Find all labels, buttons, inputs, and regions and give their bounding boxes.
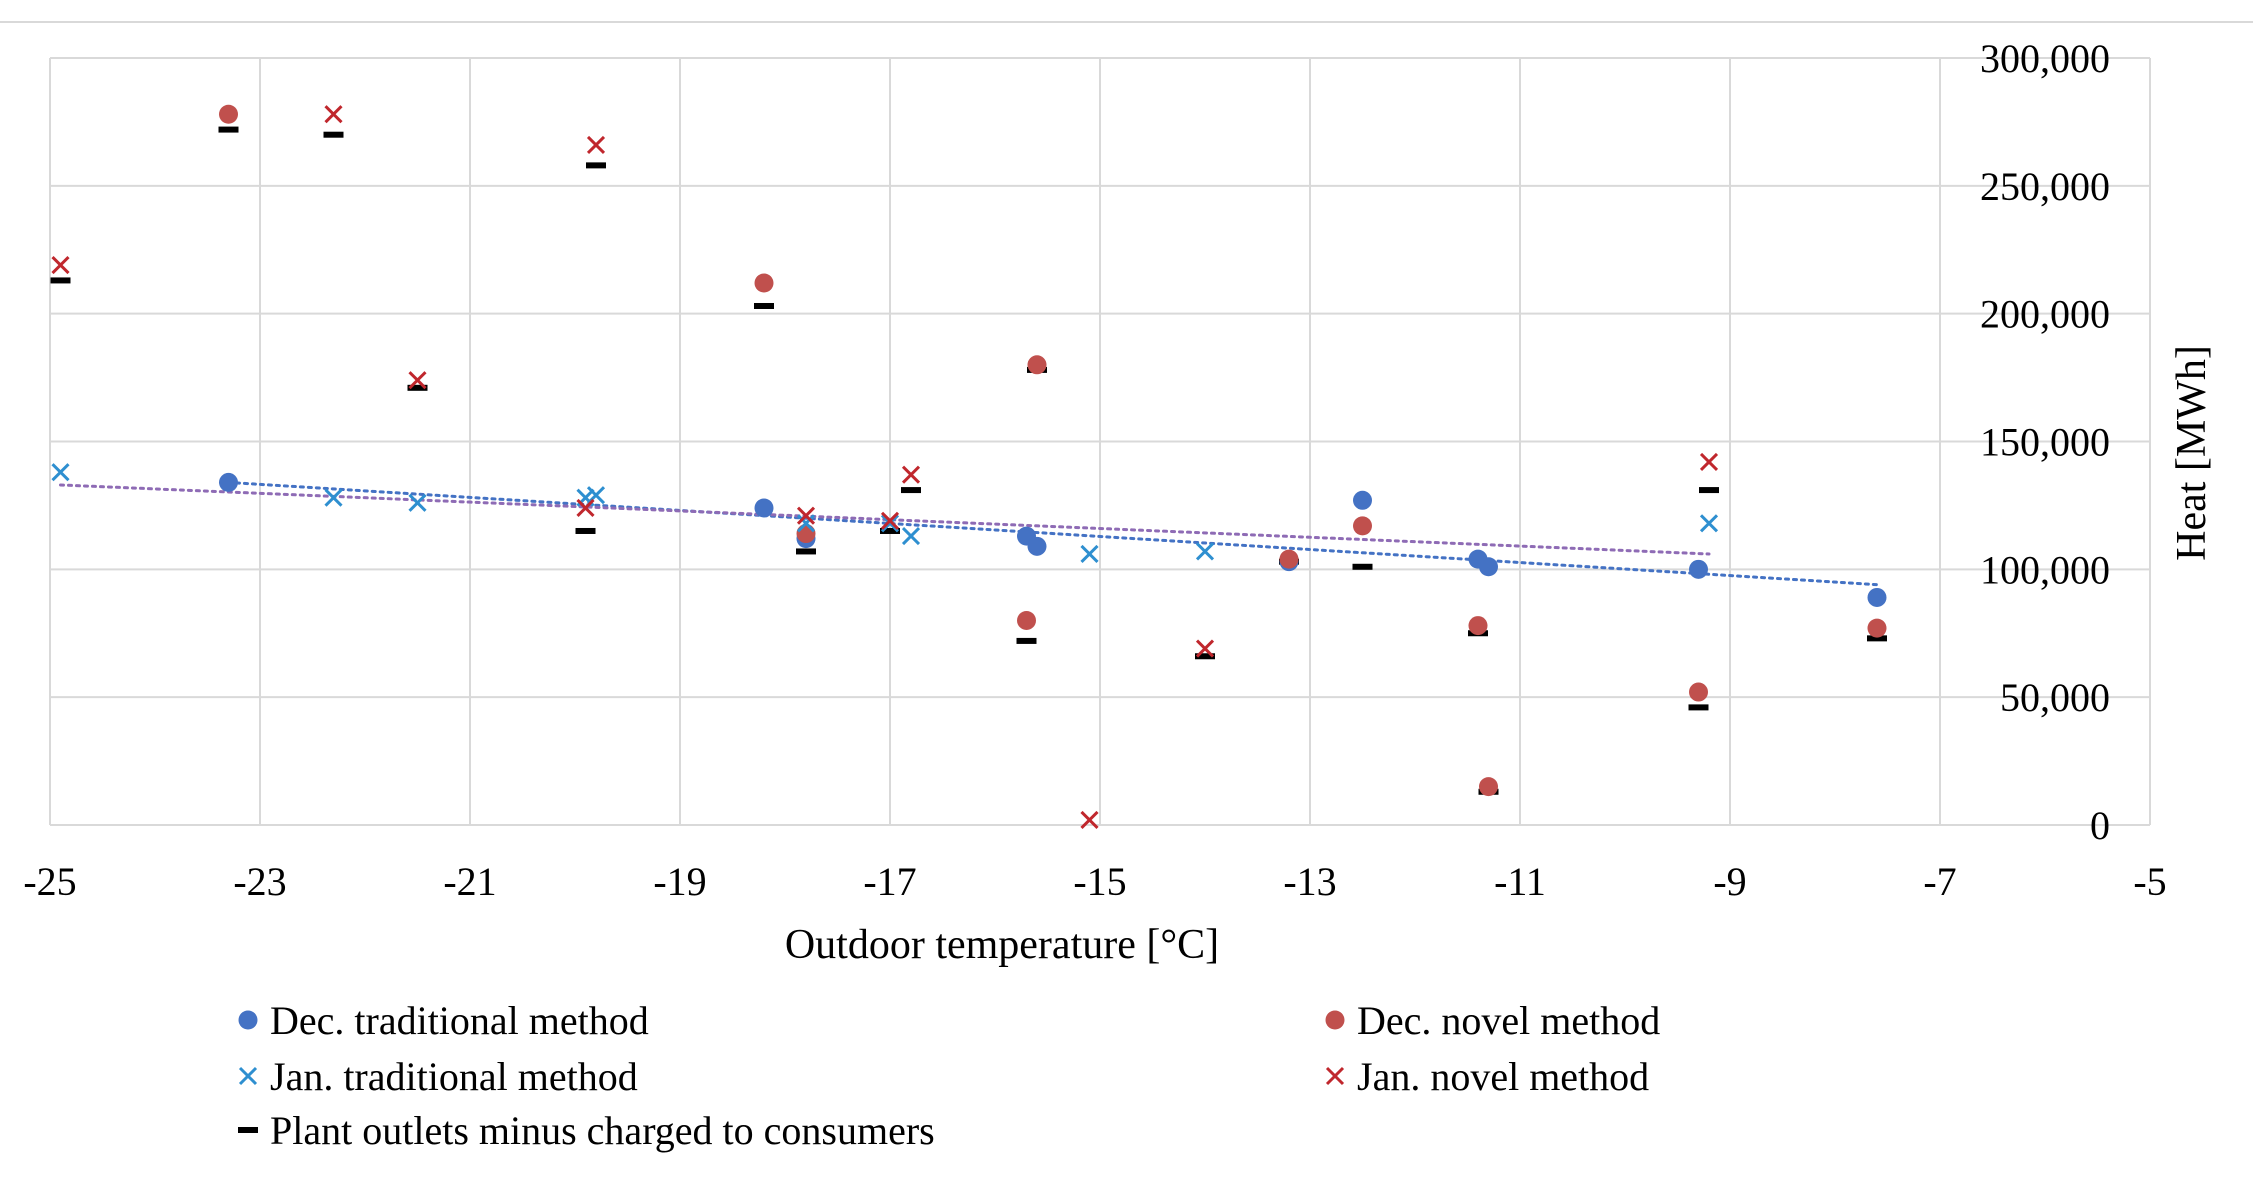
x-data-point xyxy=(408,493,427,512)
x-data-point xyxy=(576,498,595,518)
dash-data-point xyxy=(880,527,900,534)
dash-data-point xyxy=(575,527,596,534)
legend-item: Jan. traditional method xyxy=(238,1054,638,1099)
dash-data-point xyxy=(407,384,428,391)
x-data-point xyxy=(1195,542,1215,561)
dash-data-point xyxy=(1699,487,1719,494)
circle-data-point xyxy=(1027,355,1047,375)
x-data-point xyxy=(796,506,816,525)
circle-data-point xyxy=(1027,536,1047,556)
x-data-point xyxy=(1195,639,1215,658)
x-data-point xyxy=(880,514,900,533)
y-tick-label: 0 xyxy=(2090,803,2110,848)
dash-data-point xyxy=(1352,563,1373,570)
dash-data-point xyxy=(754,302,774,309)
circle-data-point xyxy=(219,472,238,492)
circle-data-point xyxy=(1468,616,1488,636)
legend-item: Plant outlets minus charged to consumers xyxy=(238,1108,935,1153)
legend-marker xyxy=(1325,1066,1345,1086)
x-tick-label: -5 xyxy=(2133,859,2166,904)
x-tick-label: -11 xyxy=(1494,859,1546,904)
axes: -25 -23 -21 -19 -17 -15 -13 -11 -9 -7 -5 0 50,000 100… xyxy=(23,36,2166,904)
x-data-point xyxy=(51,256,70,275)
x-data-point xyxy=(586,135,606,154)
y-tick-label: 300,000 xyxy=(1980,36,2110,81)
circle-data-point xyxy=(754,273,774,293)
x-tick-label: -17 xyxy=(863,859,916,904)
y-tick-label: 100,000 xyxy=(1980,547,2110,592)
x-data-point xyxy=(586,486,606,505)
dash-data-point xyxy=(50,277,71,284)
x-data-point xyxy=(880,511,900,530)
x-data-point xyxy=(796,514,816,533)
x-axis-title: Outdoor temperature [°C] xyxy=(785,922,1219,968)
x-data-point xyxy=(324,105,343,124)
y-axis-title: Heat [MWh] xyxy=(2169,345,2215,561)
dash-data-point xyxy=(218,126,239,133)
dash-data-point xyxy=(796,548,816,555)
circle-data-point xyxy=(1689,559,1708,579)
legend-marker xyxy=(1325,1010,1345,1030)
x-data-point xyxy=(1080,810,1099,829)
circle-data-point xyxy=(796,524,816,544)
dash-data-point xyxy=(1016,637,1037,644)
circle-data-point xyxy=(219,104,238,124)
circle-data-point xyxy=(1479,777,1498,797)
x-data-point xyxy=(901,527,921,546)
legend-item: Jan. novel method xyxy=(1325,1054,1649,1099)
legend-marker xyxy=(238,1010,258,1030)
legend-label: Plant outlets minus charged to consumers xyxy=(270,1108,935,1153)
x-tick-label: -25 xyxy=(23,859,76,904)
x-data-point xyxy=(324,488,343,507)
legend: Dec. traditional method Dec. novel method… xyxy=(238,998,1660,1153)
legend-label: Jan. novel method xyxy=(1357,1054,1649,1099)
circle-data-point xyxy=(1689,682,1708,702)
legend-label: Dec. novel method xyxy=(1357,998,1660,1043)
gridlines xyxy=(49,57,2151,826)
x-data-point xyxy=(901,465,921,484)
dash-data-point xyxy=(1688,704,1709,711)
legend-label: Dec. traditional method xyxy=(270,998,649,1043)
x-tick-label: -19 xyxy=(653,859,706,904)
x-data-point xyxy=(51,463,70,482)
trendline xyxy=(227,480,1879,587)
x-data-point xyxy=(408,371,427,390)
y-tick-label: 150,000 xyxy=(1980,420,2110,465)
x-tick-label: -7 xyxy=(1923,859,1956,904)
dash-data-point xyxy=(323,131,344,138)
legend-item: Dec. traditional method xyxy=(238,998,649,1043)
x-tick-label: -13 xyxy=(1283,859,1336,904)
dash-data-point xyxy=(901,487,921,494)
x-tick-label: -21 xyxy=(443,859,496,904)
x-data-point xyxy=(1699,452,1719,472)
x-tick-label: -23 xyxy=(233,859,286,904)
dash-data-point xyxy=(586,162,606,169)
circle-data-point xyxy=(1353,490,1372,510)
legend-marker xyxy=(238,1066,258,1086)
circle-data-point xyxy=(754,498,774,518)
circle-data-point xyxy=(1017,610,1036,630)
x-tick-label: -9 xyxy=(1713,859,1746,904)
y-tick-label: 200,000 xyxy=(1980,292,2110,337)
circle-data-point xyxy=(1353,516,1372,536)
circle-data-point xyxy=(1867,618,1887,638)
y-tick-label: 250,000 xyxy=(1980,164,2110,209)
circle-data-point xyxy=(1279,549,1299,569)
y-tick-label: 50,000 xyxy=(2000,675,2110,720)
data-points xyxy=(50,104,1887,829)
x-data-point xyxy=(1699,514,1719,533)
legend-marker xyxy=(238,1127,258,1133)
x-tick-label: -15 xyxy=(1073,859,1126,904)
legend-label: Jan. traditional method xyxy=(270,1054,638,1099)
legend-item: Dec. novel method xyxy=(1325,998,1660,1043)
circle-data-point xyxy=(1867,587,1887,607)
dash-data-point xyxy=(1195,653,1215,660)
dash-data-point xyxy=(1867,635,1887,642)
circle-data-point xyxy=(1479,557,1498,577)
x-data-point xyxy=(1080,544,1099,564)
